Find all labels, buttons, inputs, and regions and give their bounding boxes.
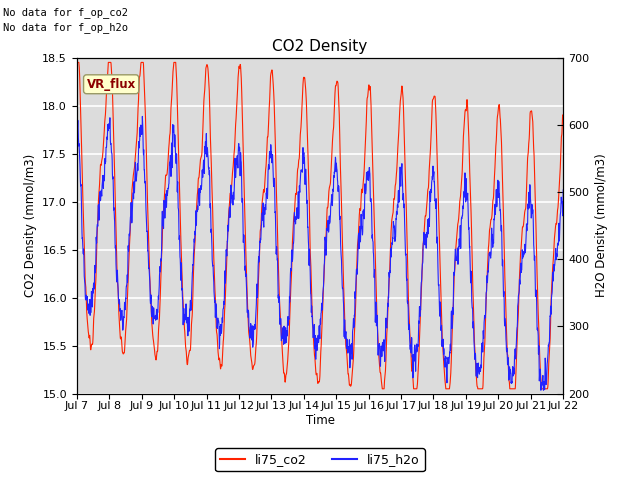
Text: No data for f_op_co2: No data for f_op_co2	[3, 7, 128, 18]
Legend: li75_co2, li75_h2o: li75_co2, li75_h2o	[215, 448, 425, 471]
Title: CO2 Density: CO2 Density	[273, 39, 367, 54]
Y-axis label: H2O Density (mmol/m3): H2O Density (mmol/m3)	[595, 154, 608, 298]
Text: No data for f_op_h2o: No data for f_op_h2o	[3, 22, 128, 33]
Y-axis label: CO2 Density (mmol/m3): CO2 Density (mmol/m3)	[24, 154, 36, 297]
Text: VR_flux: VR_flux	[86, 78, 136, 91]
X-axis label: Time: Time	[305, 414, 335, 427]
